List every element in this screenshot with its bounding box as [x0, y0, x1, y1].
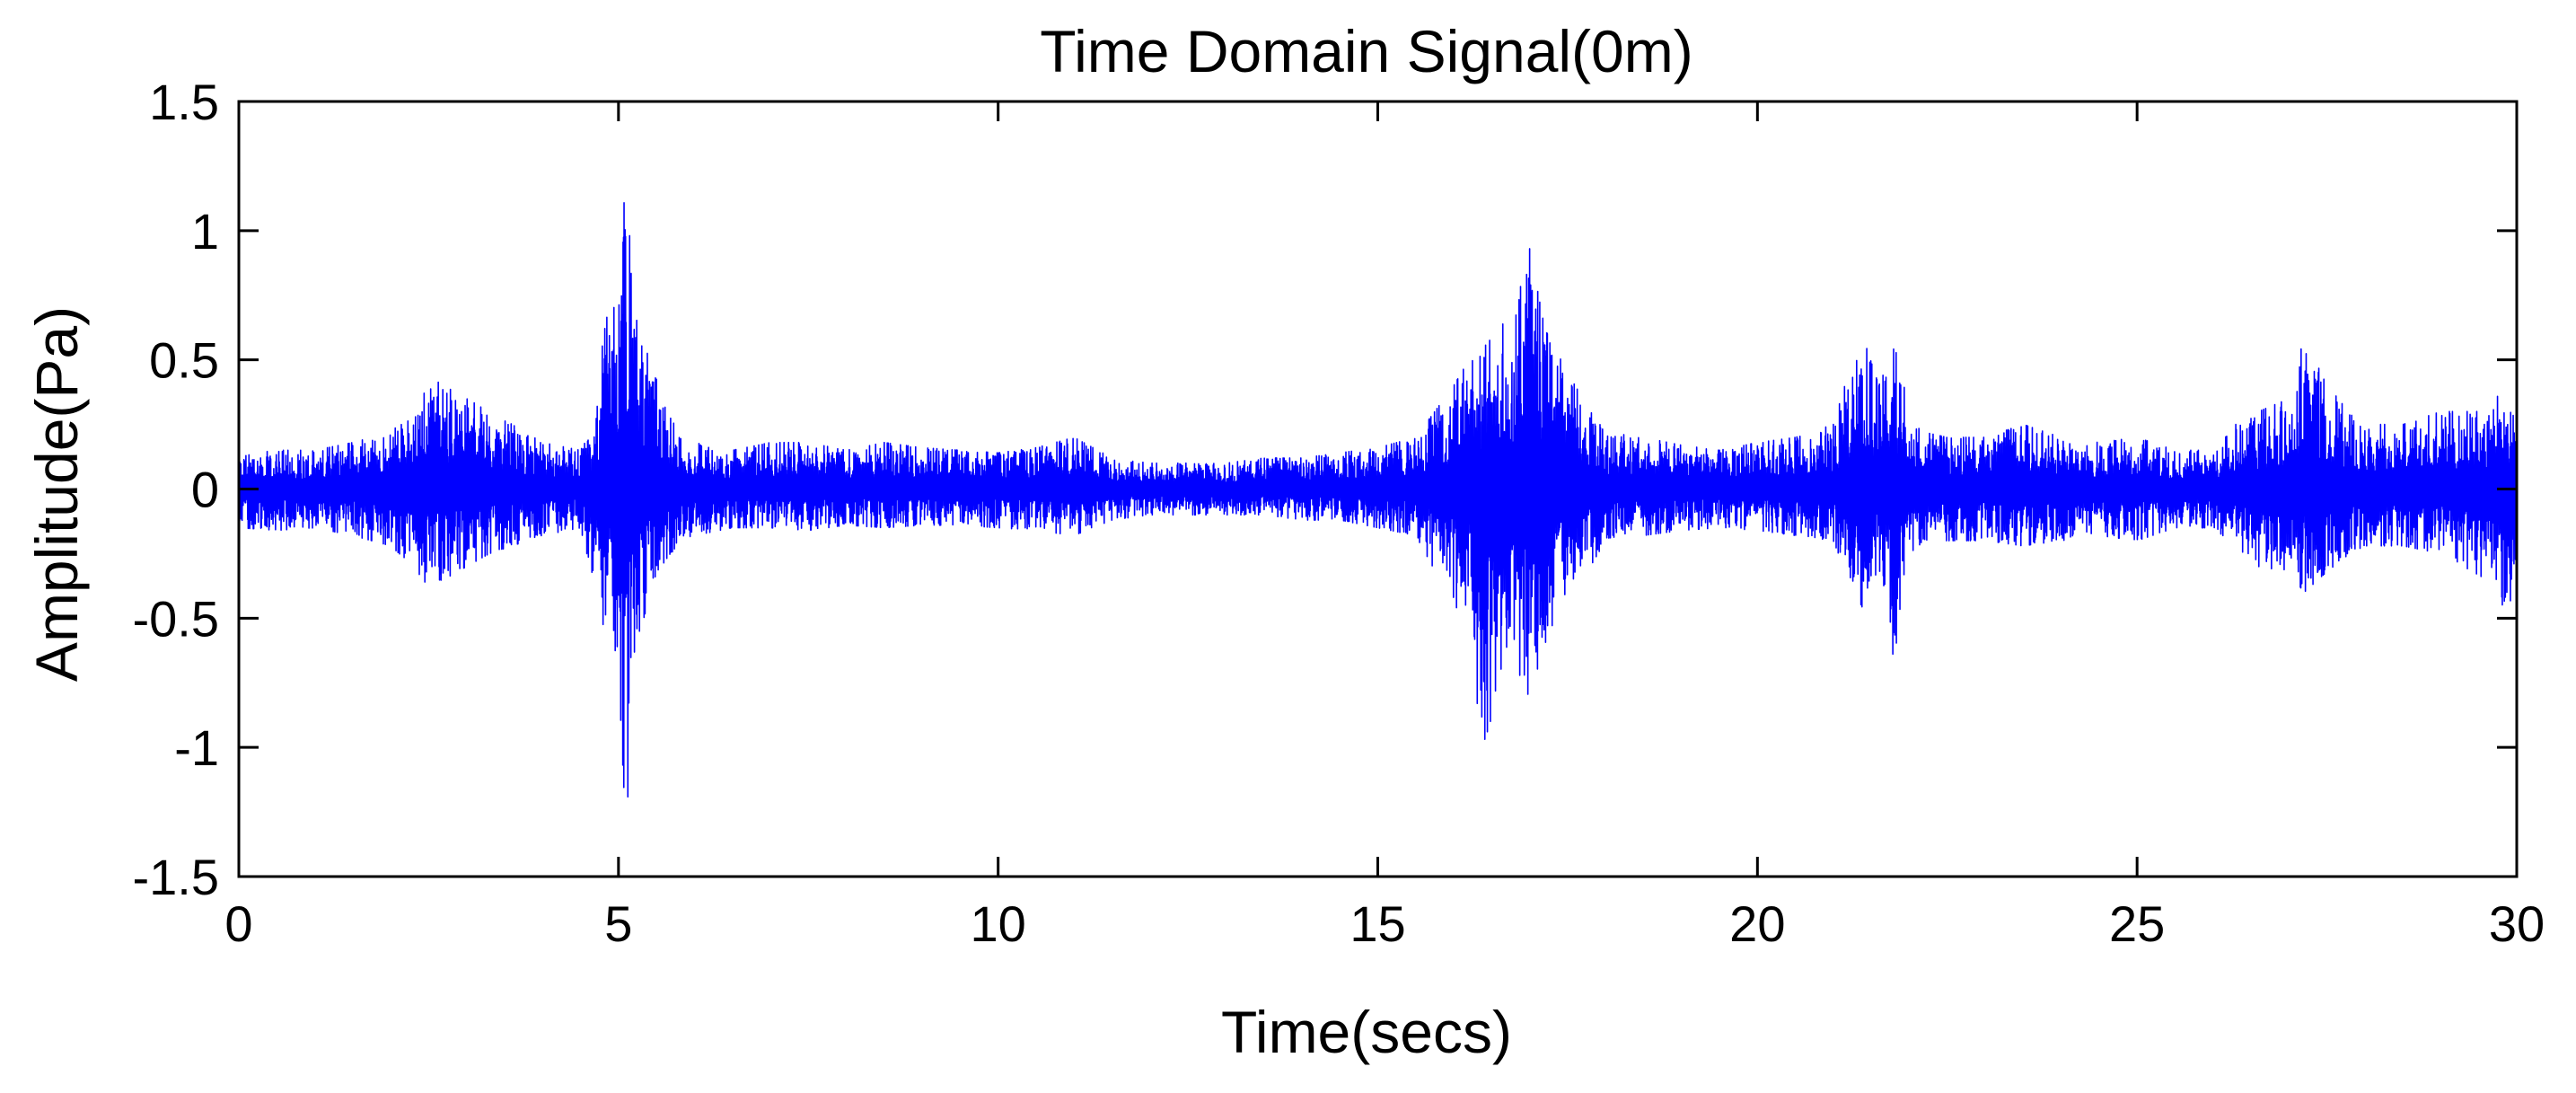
y-axis-label: Amplitude(Pa): [23, 306, 90, 682]
chart-title: Time Domain Signal(0m): [1040, 18, 1692, 84]
x-tick-label: 10: [971, 895, 1026, 952]
x-tick-label: 20: [1729, 895, 1785, 952]
x-tick-label: 0: [224, 895, 252, 952]
x-tick-label: 15: [1350, 895, 1405, 952]
signal-layer: [238, 201, 2518, 798]
x-axis-label: Time(secs): [1221, 999, 1512, 1065]
y-tick-label: 0: [191, 462, 219, 518]
x-tick-label: 5: [604, 895, 632, 952]
y-tick-label: -1: [174, 719, 219, 776]
y-tick-label: 1: [191, 203, 219, 260]
y-tick-label: -0.5: [133, 590, 220, 647]
x-tick-label: 30: [2489, 895, 2545, 952]
ticks-layer: 0 5 10 15 20 25 30 1.5 1 0.5 0 -0.5 -1 -1.5: [133, 74, 2545, 952]
signal-line: [238, 201, 2518, 798]
plot-frame: [237, 100, 2519, 878]
y-tick-label: 1.5: [149, 74, 219, 130]
y-tick-label: 0.5: [149, 332, 219, 389]
y-tick-label: -1.5: [133, 849, 220, 905]
x-tick-label: 25: [2109, 895, 2165, 952]
